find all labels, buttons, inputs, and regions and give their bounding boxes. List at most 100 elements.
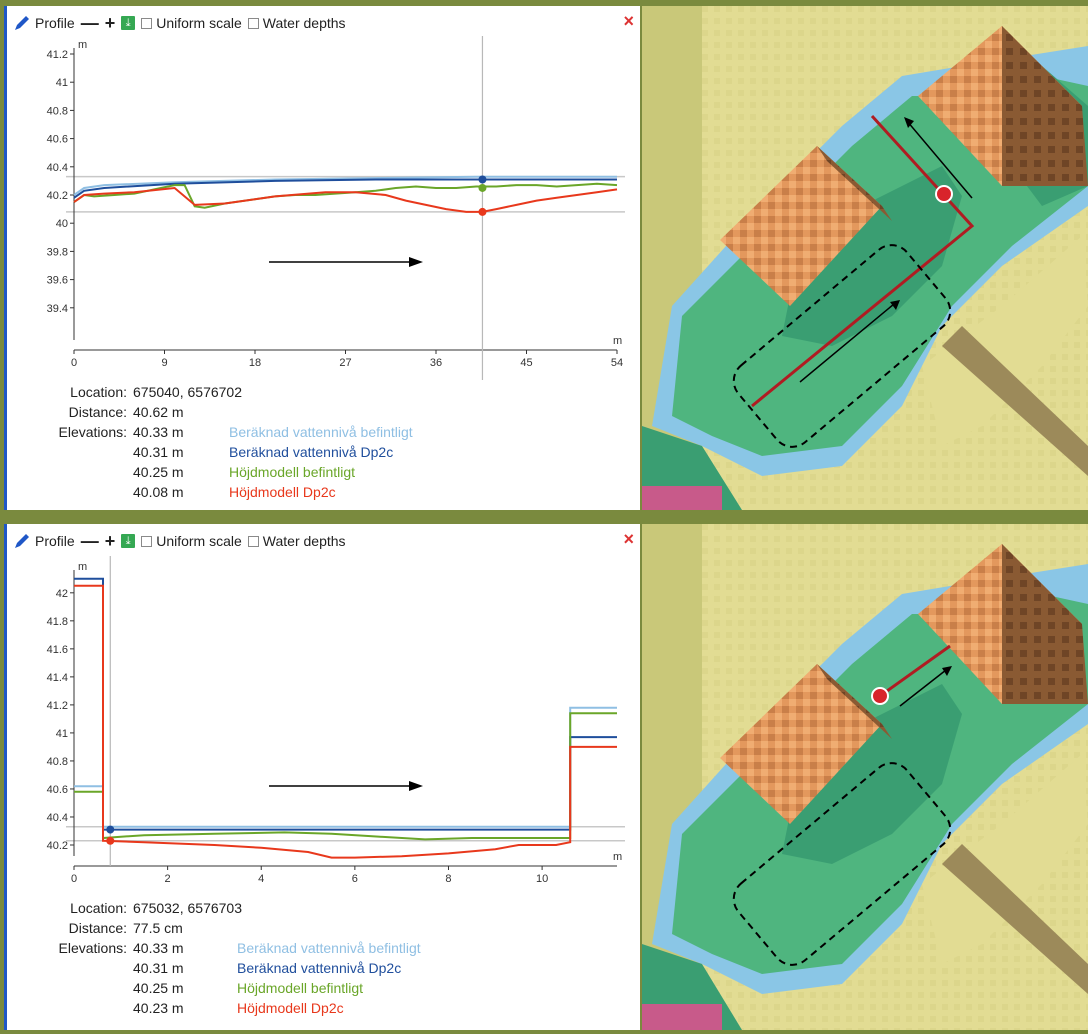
y-tick-label: 40.6 xyxy=(47,784,68,796)
checkbox-icon xyxy=(141,535,153,547)
elevation-value: 40.23 m xyxy=(133,1000,184,1016)
elevation-value: 40.25 m xyxy=(133,980,184,996)
zoom-out-button[interactable]: — xyxy=(80,13,99,33)
location-label: Location: xyxy=(70,384,127,400)
zoom-in-button[interactable]: + xyxy=(104,531,116,551)
uniform-scale-checkbox[interactable]: Uniform scale xyxy=(141,15,242,31)
y-tick-label: 40.6 xyxy=(47,134,68,146)
y-unit-label: m xyxy=(78,561,87,573)
arrow-head xyxy=(409,257,423,267)
zoom-out-button[interactable]: — xyxy=(80,531,99,551)
y-tick-label: 41.8 xyxy=(47,616,68,628)
y-tick-label: 41 xyxy=(56,77,68,89)
x-tick-label: 6 xyxy=(352,873,358,884)
cursor-marker xyxy=(478,175,487,184)
map-image xyxy=(642,524,1088,1030)
y-tick-label: 40.2 xyxy=(47,840,68,852)
series-line-2 xyxy=(73,182,618,209)
pencil-icon xyxy=(15,534,29,548)
distance-value: 77.5 cm xyxy=(133,920,183,936)
distance-label: Distance: xyxy=(68,920,127,936)
profile-toolbar: Profile — + ⤓ Uniform scale Water depths xyxy=(13,530,346,552)
y-tick-label: 39.6 xyxy=(47,275,68,287)
elevation-value: 40.33 m xyxy=(133,940,184,956)
elevation-value: 40.08 m xyxy=(133,484,184,500)
elevations-label: Elevations: xyxy=(58,424,127,440)
x-tick-label: 8 xyxy=(445,873,451,884)
flood-map-bottom[interactable] xyxy=(642,524,1088,1030)
legend-height-dp2c: Höjdmodell Dp2c xyxy=(229,484,336,500)
series-line-3 xyxy=(73,186,618,213)
y-tick-label: 40.2 xyxy=(47,190,68,202)
legend-height-existing: Höjdmodell befintligt xyxy=(229,464,356,480)
legend-water-existing: Beräknad vattennivå befintligt xyxy=(237,940,421,956)
x-tick-label: 2 xyxy=(165,873,171,884)
arrow-head xyxy=(409,781,423,791)
map-image xyxy=(642,6,1088,510)
y-unit-label: m xyxy=(78,39,87,51)
x-tick-label: 54 xyxy=(611,357,623,369)
water-depths-checkbox[interactable]: Water depths xyxy=(247,533,346,549)
x-tick-label: 0 xyxy=(71,357,77,369)
flood-map-top[interactable] xyxy=(642,6,1088,510)
y-tick-label: 40.4 xyxy=(47,162,68,174)
water-depths-checkbox[interactable]: Water depths xyxy=(247,15,346,31)
y-tick-label: 41.4 xyxy=(47,672,68,684)
y-tick-label: 41.2 xyxy=(47,49,68,61)
x-tick-label: 9 xyxy=(161,357,167,369)
elevation-value: 40.31 m xyxy=(133,444,184,460)
profile-title-group[interactable]: Profile xyxy=(13,14,75,32)
legend-water-existing: Beräknad vattennivå befintligt xyxy=(229,424,413,440)
profile-title: Profile xyxy=(35,15,75,31)
close-icon[interactable]: × xyxy=(623,529,634,549)
water-depths-label: Water depths xyxy=(262,533,346,549)
series-line-2 xyxy=(74,712,617,841)
y-tick-label: 40.8 xyxy=(47,756,68,768)
cursor-marker xyxy=(106,825,115,834)
x-tick-label: 27 xyxy=(339,357,351,369)
cursor-marker xyxy=(478,183,487,192)
profile-toolbar: Profile — + ⤓ Uniform scale Water depths xyxy=(13,12,346,34)
water-depths-label: Water depths xyxy=(262,15,346,31)
uniform-scale-label: Uniform scale xyxy=(156,533,242,549)
uniform-scale-checkbox[interactable]: Uniform scale xyxy=(141,533,242,549)
legend-water-dp2c: Beräknad vattennivå Dp2c xyxy=(229,444,394,460)
elevation-value: 40.33 m xyxy=(133,424,184,440)
cursor-marker xyxy=(106,836,115,845)
location-label: Location: xyxy=(70,900,127,916)
checkbox-icon xyxy=(247,17,259,29)
pencil-icon xyxy=(15,16,29,30)
close-icon[interactable]: × xyxy=(623,11,634,31)
y-tick-label: 42 xyxy=(56,588,68,600)
y-tick-label: 40.4 xyxy=(47,812,68,824)
y-tick-label: 41 xyxy=(56,728,68,740)
x-unit-label: m xyxy=(613,851,622,863)
y-tick-label: 41.2 xyxy=(47,700,68,712)
distance-label: Distance: xyxy=(68,404,127,420)
profile-panel-top: Profile — + ⤓ Uniform scale Water depths… xyxy=(4,6,640,510)
elevations-label: Elevations: xyxy=(58,940,127,956)
series-line-0 xyxy=(74,706,617,828)
legend-water-dp2c: Beräknad vattennivå Dp2c xyxy=(237,960,402,976)
profile-panel-bottom: Profile — + ⤓ Uniform scale Water depths… xyxy=(4,524,640,1030)
uniform-scale-label: Uniform scale xyxy=(156,15,242,31)
x-tick-label: 36 xyxy=(430,357,442,369)
y-tick-label: 40.8 xyxy=(47,105,68,117)
profile-chart[interactable]: m 42 41.8 41.6 41.4 41.2 41 40.8 40.6 40.4 40.2 m 0 2… xyxy=(7,554,637,884)
download-icon[interactable]: ⤓ xyxy=(121,16,136,30)
series-line-3 xyxy=(74,584,617,859)
profile-chart[interactable]: m 41.2 41 40.8 40.6 40.4 40.2 40 39.8 39.6 39.4 m 0 9… xyxy=(7,36,637,386)
y-tick-label: 39.4 xyxy=(47,303,68,315)
legend-height-dp2c: Höjdmodell Dp2c xyxy=(237,1000,344,1016)
profile-title: Profile xyxy=(35,533,75,549)
x-unit-label: m xyxy=(613,335,622,347)
x-tick-label: 18 xyxy=(249,357,261,369)
profile-title-group[interactable]: Profile xyxy=(13,532,75,550)
location-value: 675032, 6576703 xyxy=(133,900,242,916)
x-tick-label: 4 xyxy=(258,873,264,884)
zoom-in-button[interactable]: + xyxy=(104,13,116,33)
x-tick-label: 45 xyxy=(520,357,532,369)
y-tick-label: 40 xyxy=(56,218,68,230)
download-icon[interactable]: ⤓ xyxy=(121,534,136,548)
series-line-1 xyxy=(74,577,617,831)
